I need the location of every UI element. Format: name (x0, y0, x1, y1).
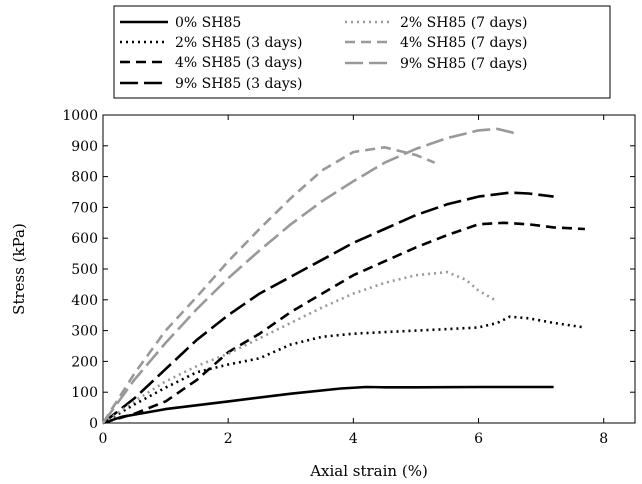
legend-label-3: 4% SH85 (3 days) (175, 55, 302, 71)
y-tick-label: 300 (71, 324, 98, 340)
legend-label-6: 4% SH85 (7 days) (400, 35, 527, 51)
x-axis-ticks: 0 2 4 6 8 (99, 115, 608, 447)
legend: 0% SH85 2% SH85 (3 days) 4% SH85 (3 days) 9… (113, 5, 611, 99)
y-axis-label: Stress (kPa) (10, 223, 28, 315)
legend-label-4: 9% SH85 (3 days) (175, 76, 302, 92)
y-tick-label: 700 (71, 200, 98, 216)
y-axis-ticks: 0 100 200 300 400 500 600 700 800 900 1000 (62, 108, 635, 432)
y-tick-label: 400 (71, 293, 98, 309)
series-line-7 (101, 127, 517, 424)
y-tick-label: 100 (71, 385, 98, 401)
y-tick-label: 800 (71, 170, 98, 186)
series-line-1 (102, 385, 554, 425)
legend-label-1: 0% SH85 (175, 15, 241, 31)
legend-label-2: 2% SH85 (3 days) (175, 35, 302, 51)
legend-box (113, 5, 611, 99)
x-tick-label: 0 (99, 431, 108, 447)
x-tick-label: 4 (349, 431, 358, 447)
legend-label-7: 9% SH85 (7 days) (400, 56, 527, 72)
y-tick-label: 500 (71, 262, 98, 278)
y-tick-label: 200 (71, 354, 98, 370)
x-tick-label: 6 (474, 431, 483, 447)
series-lines (101, 127, 586, 425)
x-tick-label: 8 (599, 431, 608, 447)
x-tick-label: 2 (224, 431, 233, 447)
y-tick-label: 1000 (62, 108, 98, 124)
series-line-5 (102, 270, 498, 425)
series-line-6 (101, 146, 436, 424)
y-tick-label: 0 (89, 416, 98, 432)
series-line-4 (102, 191, 554, 425)
legend-label-5: 2% SH85 (7 days) (400, 15, 527, 31)
y-tick-label: 900 (71, 139, 98, 155)
y-tick-label: 600 (71, 231, 98, 247)
series-line-3 (102, 221, 585, 425)
x-axis-label: Axial strain (%) (309, 462, 428, 480)
